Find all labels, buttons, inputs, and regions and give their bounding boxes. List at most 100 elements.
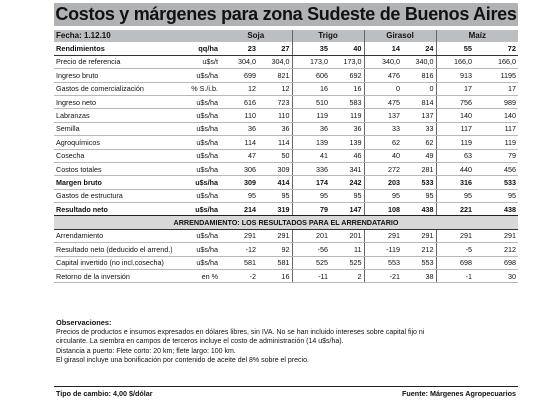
cell-value: 553: [363, 256, 403, 271]
table-row: Margen bruto u$s/ha 309 414 174 242 203 533 316 5…: [54, 175, 519, 190]
cell-value: 291: [363, 229, 403, 244]
cell-value: 606: [291, 68, 331, 83]
cell-value: 95: [220, 189, 259, 204]
costs-table: Fecha: 1.12.10 Soja Trigo Girasol Maíz Rendim…: [54, 30, 519, 284]
row-unit: u$s/ha: [172, 189, 221, 204]
cell-value: 440: [435, 162, 475, 177]
table-row: Ingreso bruto u$s/ha 699 821 606 692 476 816 913…: [54, 68, 519, 83]
cell-value: 173,0: [330, 55, 365, 70]
row-unit: u$s/t: [172, 55, 221, 70]
cell-value: 814: [402, 95, 437, 110]
cell-value: 525: [291, 256, 331, 271]
row-label: Costos totales: [54, 162, 172, 177]
cell-value: 291: [220, 229, 259, 244]
crop-header: Trigo: [291, 30, 365, 43]
yield-value: 27: [258, 42, 293, 56]
cell-value: 140: [474, 108, 519, 123]
cell-value: 119: [330, 108, 365, 123]
row-label: Arrendamiento: [54, 229, 172, 244]
cell-value: 110: [258, 108, 293, 123]
cell-value: 306: [220, 162, 259, 177]
cell-value: 989: [474, 95, 519, 110]
row-unit: en %: [172, 269, 221, 284]
row-label: Resultado neto (deducido el arrend.): [54, 242, 172, 257]
cell-value: 95: [330, 189, 365, 204]
cell-value: 581: [258, 256, 293, 271]
cell-value: 2: [330, 269, 365, 284]
row-unit: u$s/ha: [172, 202, 221, 217]
row-unit: u$s/ha: [172, 256, 221, 271]
source: Fuente: Márgenes Agropecuarios: [402, 388, 516, 398]
cell-value: -2: [220, 269, 259, 284]
cell-value: 533: [402, 175, 437, 190]
cell-value: 117: [435, 122, 475, 137]
cell-value: 12: [258, 82, 293, 96]
table-row: Gastos de estructura u$s/ha 95 95 95 95 95 95 95…: [54, 189, 519, 204]
row-label: Margen bruto: [54, 175, 172, 190]
cell-value: 50: [258, 149, 293, 163]
cell-value: -1: [435, 269, 475, 284]
note-line: El girasol incluye una bonificación por …: [56, 357, 309, 365]
yield-value: 35: [291, 42, 331, 56]
cell-value: 616: [220, 95, 259, 110]
cell-value: 456: [474, 162, 519, 177]
cell-value: -12: [220, 242, 259, 257]
cell-value: 38: [402, 269, 437, 284]
cell-value: -21: [363, 269, 403, 284]
cell-value: 108: [363, 202, 403, 217]
cell-value: 525: [330, 256, 365, 271]
row-unit: qq/ha: [172, 42, 221, 56]
row-unit: u$s/ha: [172, 175, 221, 190]
cell-value: 140: [435, 108, 475, 123]
cell-value: 63: [435, 149, 475, 163]
notes-title: Observaciones:: [56, 318, 112, 327]
cell-value: 0: [402, 82, 437, 96]
row-label: Retorno de la inversión: [54, 269, 172, 284]
row-unit: u$s/ha: [172, 108, 221, 123]
cell-value: 699: [220, 68, 259, 83]
cell-value: 33: [402, 122, 437, 137]
cell-value: 11: [330, 242, 365, 257]
cell-value: 36: [291, 122, 331, 137]
note-line: Distancia a puerto: Flete corto: 20 km; …: [56, 347, 236, 355]
cell-value: 1195: [474, 68, 519, 83]
cell-value: 173,0: [291, 55, 331, 70]
cell-value: 0: [363, 82, 403, 96]
cell-value: 95: [402, 189, 437, 204]
table-row: Resultado neto u$s/ha 214 319 79 147 108 438 221…: [54, 202, 519, 217]
cell-value: 221: [435, 202, 475, 217]
cell-value: 139: [330, 135, 365, 150]
cell-value: 309: [220, 175, 259, 190]
crop-header: Girasol: [363, 30, 437, 43]
table-row: Ingreso neto u$s/ha 616 723 510 583 475 814 756 9…: [54, 95, 519, 110]
cell-value: 913: [435, 68, 475, 83]
yield-value: 23: [220, 42, 259, 56]
cell-value: 16: [291, 82, 331, 96]
cell-value: 36: [258, 122, 293, 137]
cell-value: 95: [435, 189, 475, 204]
cell-value: 41: [291, 149, 331, 163]
cell-value: 114: [220, 135, 259, 150]
cell-value: 291: [474, 229, 519, 244]
cell-value: -56: [291, 242, 331, 257]
page-title: Costos y márgenes para zona Sudeste de B…: [55, 4, 517, 24]
table-row: Capital invertido (no incl.cosecha) u$s/h…: [54, 256, 519, 271]
cell-value: 583: [330, 95, 365, 110]
cell-value: 95: [258, 189, 293, 204]
cell-value: 414: [258, 175, 293, 190]
table-row: Agroquímicos u$s/ha 114 114 139 139 62 62 119 119: [54, 135, 519, 150]
cell-value: 291: [402, 229, 437, 244]
cell-value: 137: [402, 108, 437, 123]
row-label: Gastos de comercialización: [54, 82, 172, 96]
row-label: Precio de referencia: [54, 55, 172, 70]
cell-value: 36: [330, 122, 365, 137]
row-unit: u$s/ha: [172, 149, 221, 163]
row-unit: u$s/ha: [172, 229, 221, 244]
note-line: Precios de productos e insumos expresado…: [56, 328, 425, 336]
notes-block: Observaciones: Precios de productos e in…: [54, 318, 518, 366]
yield-row: Rendimientos qq/ha 23 27 35 40 14 24 55 72: [54, 42, 519, 56]
cell-value: 174: [291, 175, 331, 190]
cell-value: 242: [330, 175, 365, 190]
cell-value: 438: [402, 202, 437, 217]
cell-value: 698: [474, 256, 519, 271]
